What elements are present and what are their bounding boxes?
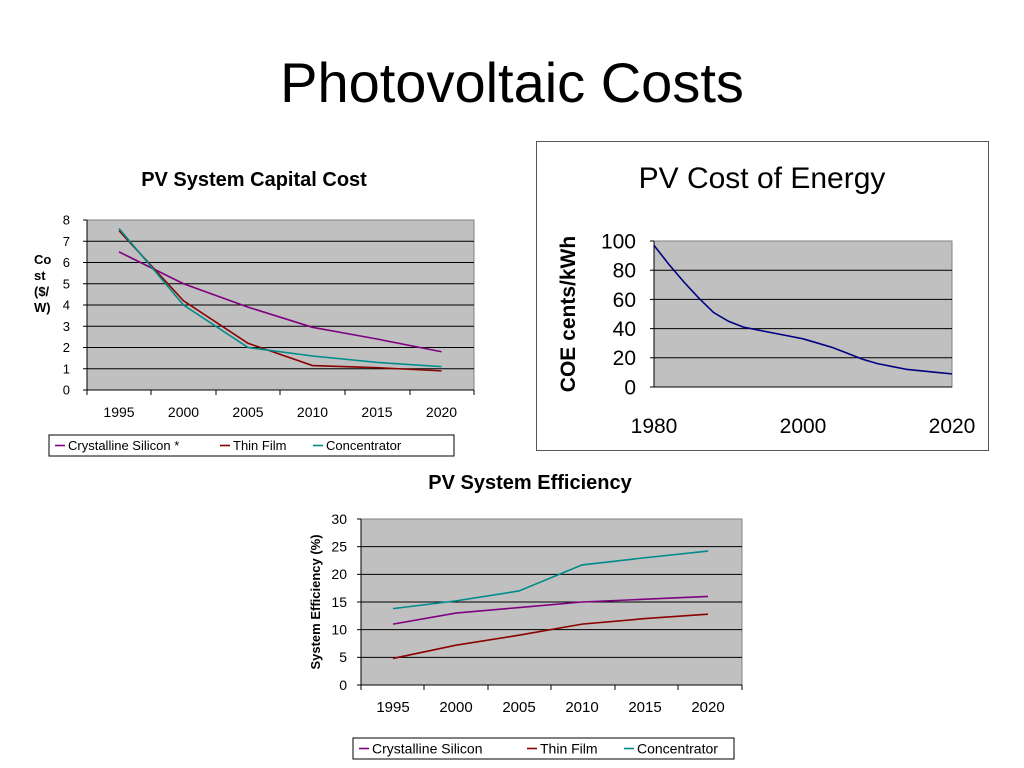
plot-area [653,240,953,388]
y-axis-label: W) [34,300,51,315]
y-tick-label: 40 [613,318,636,341]
y-tick-label: 10 [331,622,347,638]
y-axis-label: COE cents/kWh [557,236,580,392]
series-line-1 [653,244,953,375]
x-tick-label: 2015 [628,699,661,716]
y-tick-label: 0 [63,383,70,398]
legend-label: Concentrator [637,740,718,756]
x-tick-label: 1995 [376,699,409,716]
y-tick-label: 7 [63,234,70,249]
slide-title: Photovoltaic Costs [280,51,744,114]
capital-cost-chart: PV System Capital Cost 0 1 2 3 4 5 6 7 8 1995 2000 2… [34,169,475,457]
x-tick-label: 2015 [361,404,392,420]
x-tick-label: 2005 [502,699,535,716]
chart-title: PV Cost of Energy [639,162,886,195]
y-axis-label: st [34,268,46,283]
series-line-2 [118,230,442,372]
series-line-2 [392,613,709,660]
x-tick-label: 2000 [168,404,199,420]
cost-of-energy-chart-frame [536,141,989,451]
y-axis-label: ($/ [34,284,50,299]
legend-box [352,737,735,760]
series-line-1 [118,251,442,353]
y-tick-label: 3 [63,319,70,334]
chart-title: PV System Efficiency [428,472,632,494]
x-tick-label: 2020 [426,404,457,420]
y-tick-label: 5 [339,649,347,665]
x-tick-label: 1980 [631,415,678,438]
cost-of-energy-chart: PV Cost of Energy 0 20 40 60 80 100 1980 2000 202… [557,162,976,438]
y-tick-label: 2 [63,340,70,355]
legend-label: Concentrator [326,438,402,453]
y-tick-label: 6 [63,255,70,270]
legend-box [48,434,455,457]
y-tick-label: 20 [331,566,347,582]
y-tick-label: 15 [331,594,347,610]
x-tick-label: 2000 [439,699,472,716]
y-tick-label: 1 [63,361,70,376]
y-tick-label: 80 [613,260,636,283]
y-tick-label: 20 [613,347,636,370]
x-tick-label: 2010 [565,699,598,716]
legend-label: Thin Film [540,740,598,756]
y-axis-label: Co [34,252,51,267]
series-line-1 [392,595,709,625]
y-tick-label: 100 [601,230,636,253]
y-tick-label: 30 [331,511,347,527]
x-tick-label: 2020 [929,415,976,438]
y-tick-label: 5 [63,276,70,291]
x-tick-label: 2020 [691,699,724,716]
series-line-3 [392,550,709,610]
x-tick-label: 2005 [232,404,263,420]
legend-label: Crystalline Silicon [372,740,482,756]
system-efficiency-chart: PV System Efficiency 0 5 10 15 20 25 30 1995 2000… [308,472,743,760]
y-axis-label: System Efficiency (%) [308,534,323,669]
y-tick-label: 60 [613,289,636,312]
x-tick-label: 2000 [780,415,827,438]
chart-title: PV System Capital Cost [141,169,367,191]
y-tick-label: 0 [339,677,347,693]
legend-label: Crystalline Silicon * [68,438,179,453]
y-tick-label: 4 [63,298,70,313]
series-line-3 [118,227,442,368]
x-tick-label: 2010 [297,404,328,420]
x-tick-label: 1995 [103,404,134,420]
legend-label: Thin Film [233,438,286,453]
y-tick-label: 25 [331,539,347,555]
y-tick-label: 8 [63,213,70,228]
y-tick-label: 0 [624,376,636,399]
